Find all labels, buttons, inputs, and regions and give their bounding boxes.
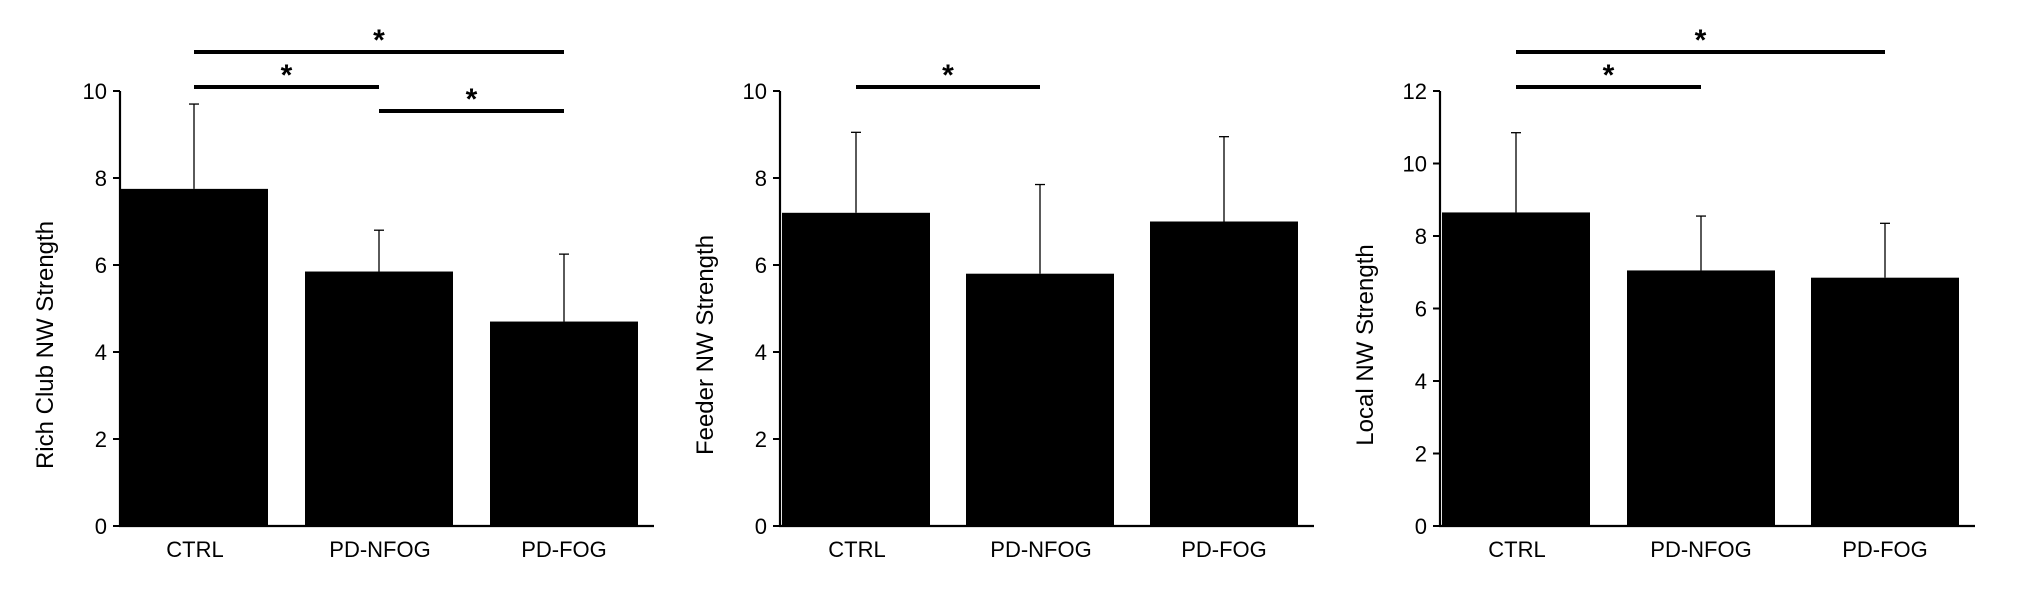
y-axis-label: Rich Club NW Strength (32, 221, 59, 469)
bar-pd-fog (1811, 277, 1959, 526)
y-tick-label: 4 (1415, 369, 1427, 394)
x-tick-label-pd-fog: PD-FOG (1181, 537, 1267, 562)
y-tick-label: 6 (1415, 297, 1427, 322)
x-tick-label-pd-nfog: PD-NFOG (990, 537, 1091, 562)
y-tick-label: 8 (755, 166, 767, 191)
y-tick-label: 0 (755, 514, 767, 539)
x-tick-label-pd-nfog: PD-NFOG (1650, 537, 1751, 562)
x-tick-label-ctrl: CTRL (828, 537, 885, 562)
x-tick-label-pd-nfog: PD-NFOG (329, 537, 430, 562)
y-tick-label: 2 (755, 427, 767, 452)
chart-panel-rich-club: Rich Club NW Strength 0 2 4 6 8 10 CTRL PD-NF… (32, 24, 654, 562)
bar-ctrl (1442, 212, 1590, 526)
significance-star: * (281, 59, 293, 92)
y-tick-label: 2 (95, 427, 107, 452)
y-tick-label: 0 (1415, 514, 1427, 539)
y-axis-label: Local NW Strength (1352, 244, 1379, 445)
y-tick-label: 4 (95, 340, 107, 365)
y-tick-label: 10 (1403, 152, 1427, 177)
x-tick-label-ctrl: CTRL (166, 537, 223, 562)
significance-star: * (466, 83, 478, 116)
significance-star: * (1603, 59, 1615, 92)
bar-ctrl (120, 188, 268, 526)
y-tick-label: 10 (743, 79, 767, 104)
y-tick-label: 0 (95, 514, 107, 539)
x-tick-label-pd-fog: PD-FOG (521, 537, 607, 562)
bar-ctrl (782, 212, 930, 527)
x-tick-label-ctrl: CTRL (1488, 537, 1545, 562)
significance-star: * (942, 59, 954, 92)
bar-pd-nfog (966, 273, 1114, 526)
y-axis-label: Feeder NW Strength (692, 235, 719, 455)
y-tick-label: 6 (95, 253, 107, 278)
x-tick-label-pd-fog: PD-FOG (1842, 537, 1928, 562)
significance-star: * (1695, 24, 1707, 57)
y-tick-label: 12 (1403, 79, 1427, 104)
y-tick-label: 10 (83, 79, 107, 104)
bar-pd-fog (1150, 221, 1298, 526)
significance-star: * (373, 24, 385, 57)
y-tick-label: 8 (95, 166, 107, 191)
y-tick-label: 6 (755, 253, 767, 278)
y-tick-label: 4 (755, 340, 767, 365)
bar-pd-nfog (305, 271, 453, 526)
chart-panel-local: Local NW Strength 0 2 4 6 8 10 12 CTRL PD-NFOG… (1352, 24, 1975, 562)
bar-pd-fog (490, 321, 638, 526)
bar-pd-nfog (1627, 270, 1775, 526)
y-tick-label: 2 (1415, 442, 1427, 467)
y-tick-label: 8 (1415, 224, 1427, 249)
